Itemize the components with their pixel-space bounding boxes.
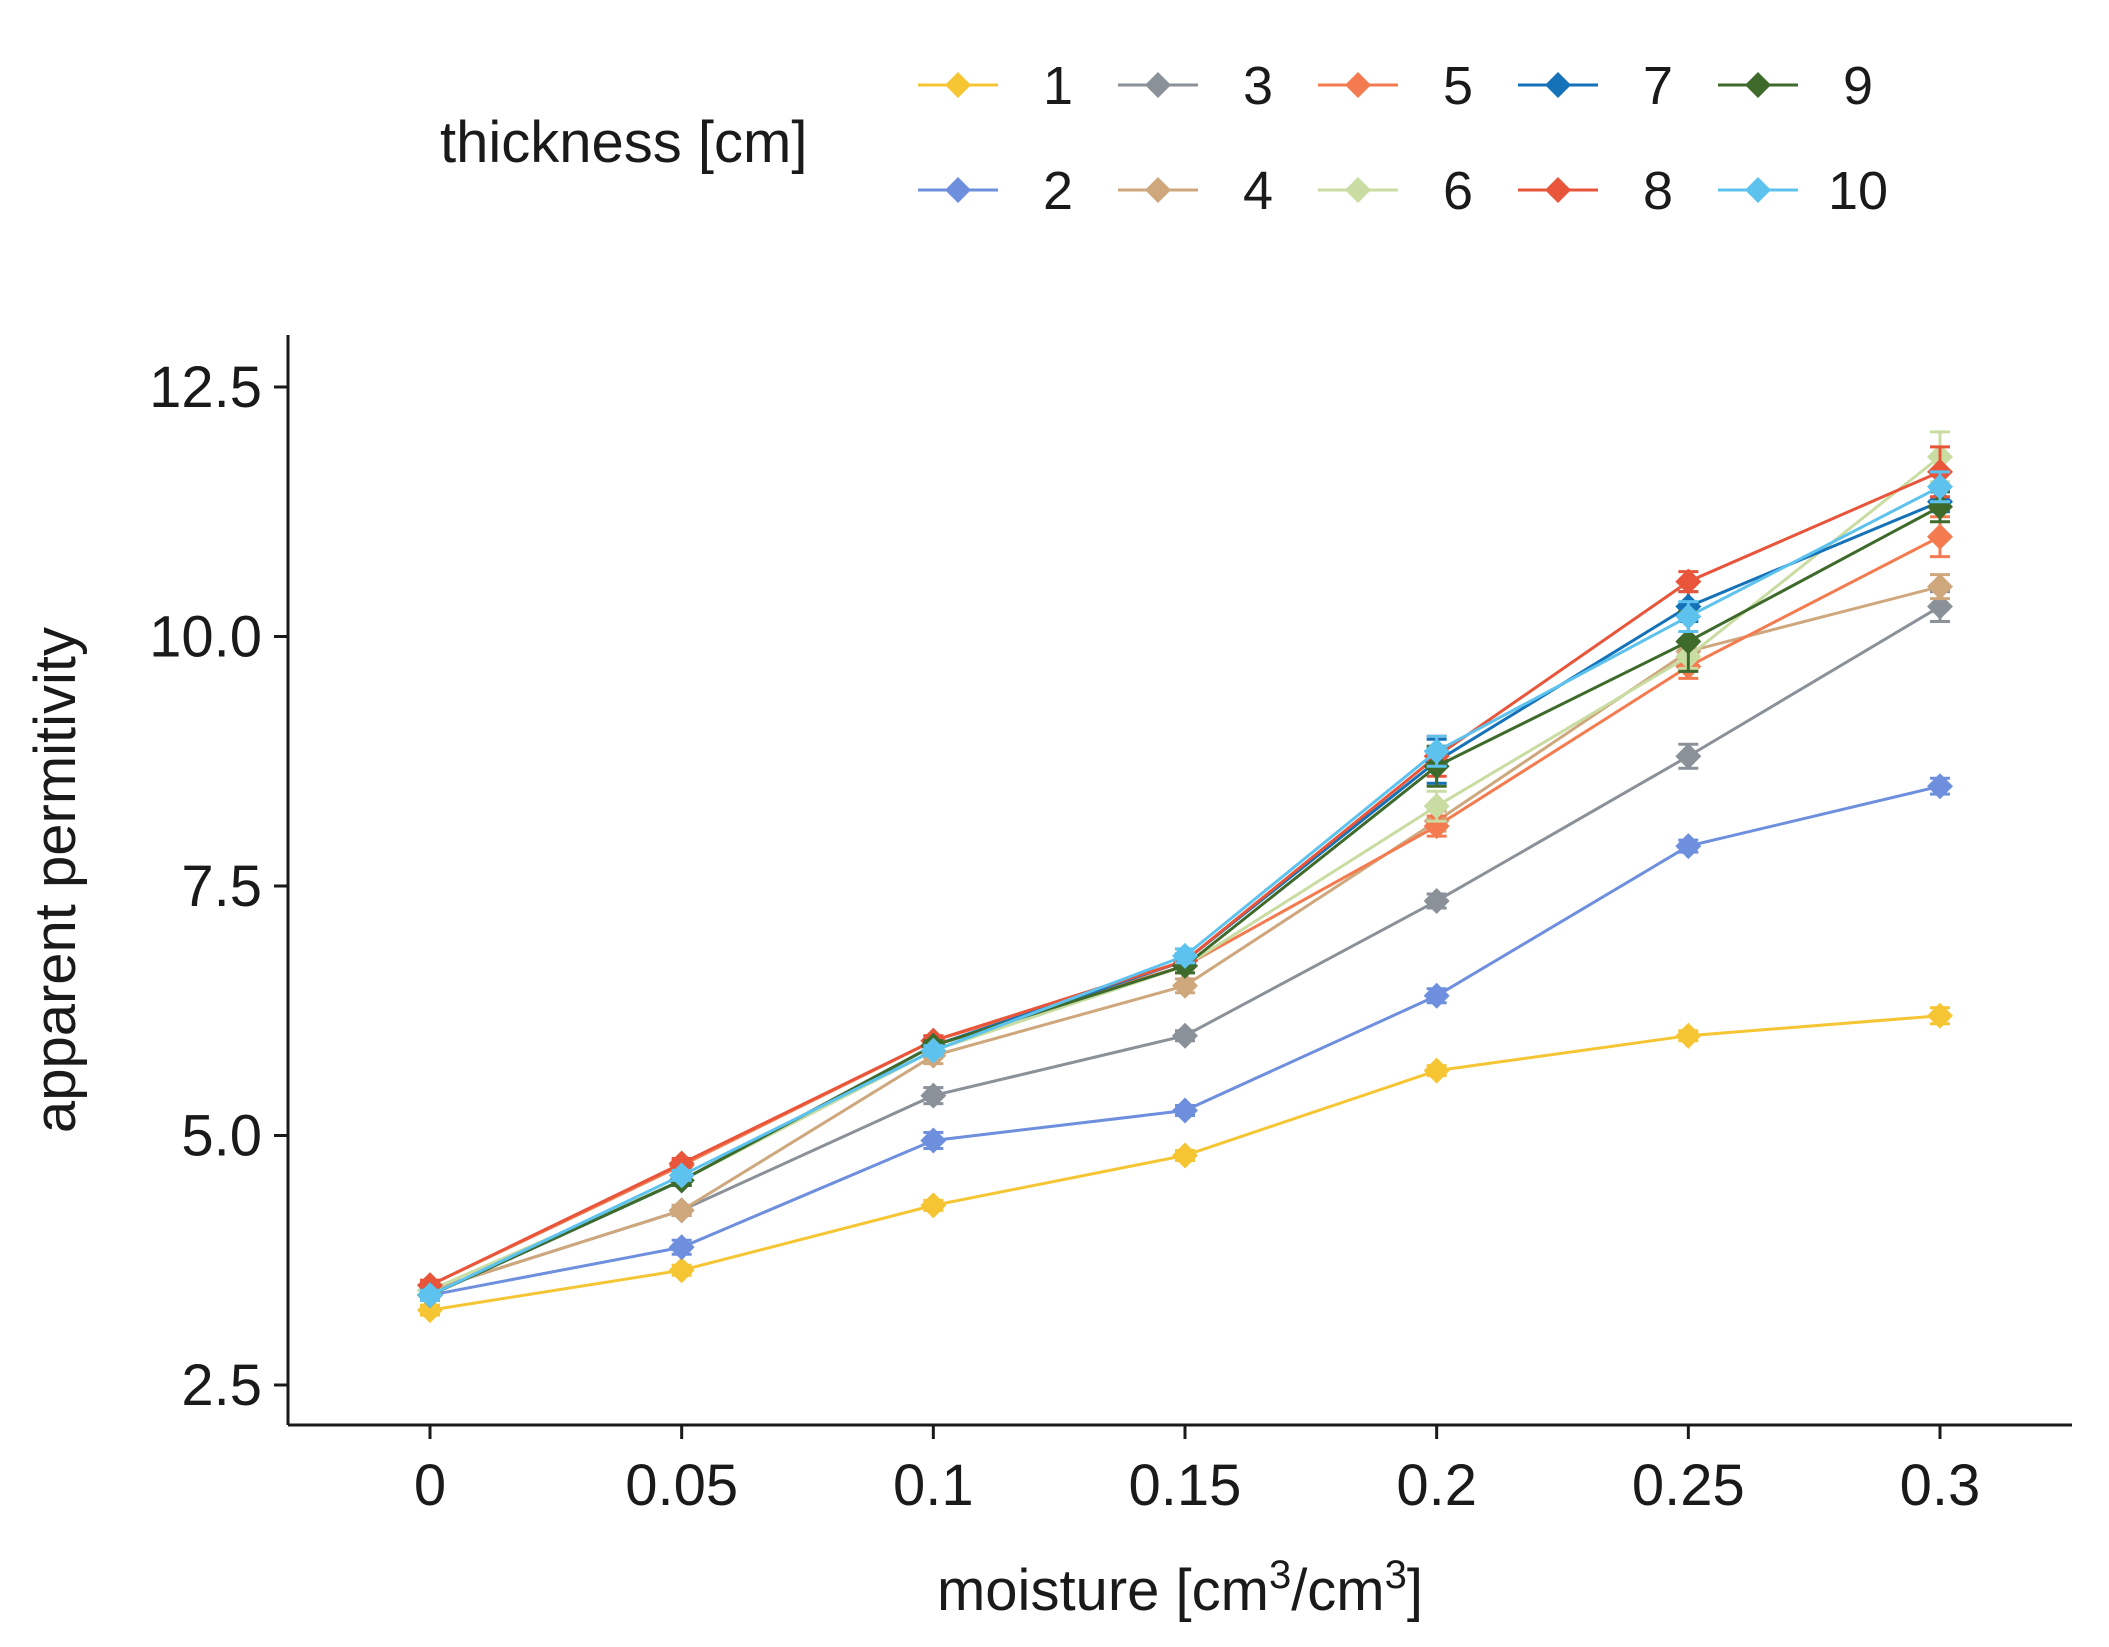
legend-label: 4	[1243, 161, 1273, 221]
x-axis-title-sup2: 3	[1385, 1553, 1407, 1597]
legend-marker	[945, 177, 971, 203]
legend-title: thickness [cm]	[440, 110, 807, 175]
legend-label: 1	[1043, 56, 1073, 116]
data-point	[1172, 1097, 1198, 1124]
series-8	[417, 445, 1953, 1299]
data-point	[1675, 743, 1702, 770]
data-point	[1172, 1142, 1198, 1169]
legend-item-6: 6	[1318, 161, 1473, 221]
series-1	[417, 1002, 1953, 1324]
x-tick-label: 0.1	[893, 1453, 974, 1518]
legend-marker	[945, 72, 971, 98]
series-line	[429, 485, 1941, 1297]
legend-item-9: 9	[1718, 56, 1873, 116]
data-point	[1675, 568, 1702, 595]
data-point	[1675, 603, 1702, 630]
axes: 2.5 5.0 7.5 10.0 12.5 0 0.05 0.1 0.15 0.2 0.25 0.3	[149, 335, 2072, 1518]
data-point	[1423, 1057, 1450, 1084]
legend-label: 5	[1443, 56, 1473, 116]
series-10	[417, 470, 1953, 1309]
x-tick-label: 0	[414, 1453, 446, 1518]
x-tick-label: 0.2	[1396, 1453, 1477, 1518]
legend-marker	[1145, 72, 1171, 98]
x-tick-label: 0.3	[1900, 1453, 1981, 1518]
series-line	[429, 535, 1941, 1287]
data-point	[1927, 493, 1953, 520]
legend-item-8: 8	[1518, 161, 1673, 221]
data-point	[417, 1297, 443, 1324]
series-6	[417, 430, 1953, 1304]
data-point	[1172, 942, 1198, 969]
data-point	[1927, 573, 1953, 600]
data-point	[1927, 523, 1953, 550]
data-point	[1927, 473, 1953, 500]
legend-marker	[1745, 177, 1771, 203]
legend-item-5: 5	[1318, 56, 1473, 116]
legend-item-2: 2	[918, 161, 1073, 221]
y-tick-label: 10.0	[149, 605, 262, 670]
data-point	[668, 1257, 695, 1284]
legend-marker	[1545, 72, 1571, 98]
data-point	[668, 1162, 695, 1189]
y-tick-label: 12.5	[149, 355, 262, 420]
series-7	[417, 488, 1953, 1309]
data-point	[1423, 887, 1450, 914]
data-point	[1423, 982, 1450, 1009]
data-point	[920, 1037, 947, 1064]
data-point	[920, 1082, 947, 1109]
data-point	[1675, 833, 1702, 860]
data-point	[1927, 773, 1953, 800]
y-tick-label: 7.5	[181, 854, 262, 919]
legend-item-7: 7	[1518, 56, 1673, 116]
legend-label: 6	[1443, 161, 1473, 221]
legend-item-3: 3	[1118, 56, 1273, 116]
data-point	[668, 1197, 695, 1224]
x-axis-title-end: ]	[1407, 1558, 1423, 1623]
data-point	[920, 1127, 947, 1154]
legend-marker	[1145, 177, 1171, 203]
legend: thickness [cm] 1 2 3 4 5 6 7 8 9 10	[440, 56, 1888, 221]
series-line	[429, 585, 1941, 1292]
legend-label: 9	[1843, 56, 1873, 116]
data-point	[1423, 793, 1450, 820]
data-point	[1927, 1002, 1953, 1029]
x-tick-label: 0.05	[625, 1453, 738, 1518]
y-tick-label: 5.0	[181, 1104, 262, 1169]
legend-marker	[1545, 177, 1571, 203]
data-point	[1675, 1022, 1702, 1049]
data-point	[668, 1234, 695, 1261]
legend-marker	[1745, 72, 1771, 98]
legend-label: 10	[1828, 161, 1888, 221]
x-axis-title: moisture [cm3/cm3]	[937, 1553, 1423, 1623]
legend-item-4: 4	[1118, 161, 1273, 221]
y-axis-title: apparent permitivity	[23, 627, 88, 1133]
x-axis-title-sup1: 3	[1269, 1553, 1291, 1597]
x-tick-label: 0.25	[1632, 1453, 1745, 1518]
y-tick-label: 2.5	[181, 1353, 262, 1418]
legend-item-10: 10	[1718, 161, 1888, 221]
legend-label: 7	[1643, 56, 1673, 116]
data-point	[1172, 1022, 1198, 1049]
data-point	[1675, 628, 1702, 655]
data-point	[1423, 813, 1450, 840]
data-point	[1423, 738, 1450, 765]
legend-marker	[1345, 177, 1371, 203]
data-point	[1172, 972, 1198, 999]
legend-label: 2	[1043, 161, 1073, 221]
plot-area	[417, 430, 1953, 1324]
series-9	[417, 490, 1953, 1309]
legend-label: 8	[1643, 161, 1673, 221]
legend-label: 3	[1243, 56, 1273, 116]
legend-marker	[1345, 72, 1371, 98]
data-point	[920, 1192, 947, 1219]
legend-item-1: 1	[918, 56, 1073, 116]
x-axis-title-base: moisture [cm	[937, 1558, 1269, 1623]
data-point	[417, 1282, 443, 1309]
x-axis-title-mid: /cm	[1291, 1558, 1384, 1623]
series-2	[417, 773, 1953, 1309]
x-tick-label: 0.15	[1129, 1453, 1242, 1518]
